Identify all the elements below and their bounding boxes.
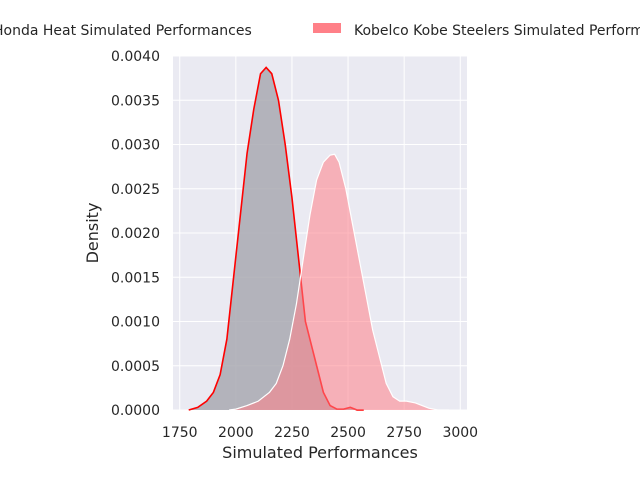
legend-label-series-2: Kobelco Kobe Steelers Simulated Performa… [354, 23, 640, 39]
y-tick-label: 0.0000 [111, 403, 160, 419]
x-tick-label: 2750 [386, 425, 422, 441]
x-axis-ticks: 1750 2000 2250 2500 2750 3000 [162, 425, 478, 441]
y-tick-label: 0.0015 [111, 270, 160, 286]
y-tick-label: 0.0030 [111, 138, 160, 154]
legend: Honda Heat Simulated Performances Kobelco… [0, 23, 640, 39]
density-area-series-1 [188, 67, 364, 410]
y-tick-label: 0.0020 [111, 226, 160, 242]
x-tick-label: 2500 [330, 425, 366, 441]
density-line-series-2 [229, 153, 450, 411]
y-axis-label: Density [83, 203, 102, 264]
legend-label-series-1: Honda Heat Simulated Performances [0, 23, 252, 39]
y-axis-ticks: 0.0000 0.0005 0.0010 0.0015 0.0020 0.0025 0.00… [111, 49, 160, 419]
x-tick-label: 2250 [274, 425, 310, 441]
y-tick-label: 0.0010 [111, 315, 160, 331]
x-tick-label: 2000 [218, 425, 254, 441]
x-axis-label: Simulated Performances [222, 443, 418, 462]
x-tick-label: 3000 [442, 425, 478, 441]
legend-swatch-series-2 [313, 23, 341, 33]
y-tick-label: 0.0040 [111, 49, 160, 65]
density-area-series-2 [229, 154, 450, 410]
y-tick-label: 0.0005 [111, 359, 160, 375]
x-tick-label: 1750 [162, 425, 198, 441]
y-tick-label: 0.0035 [111, 93, 160, 109]
density-areas [188, 66, 450, 411]
y-tick-label: 0.0025 [111, 182, 160, 198]
